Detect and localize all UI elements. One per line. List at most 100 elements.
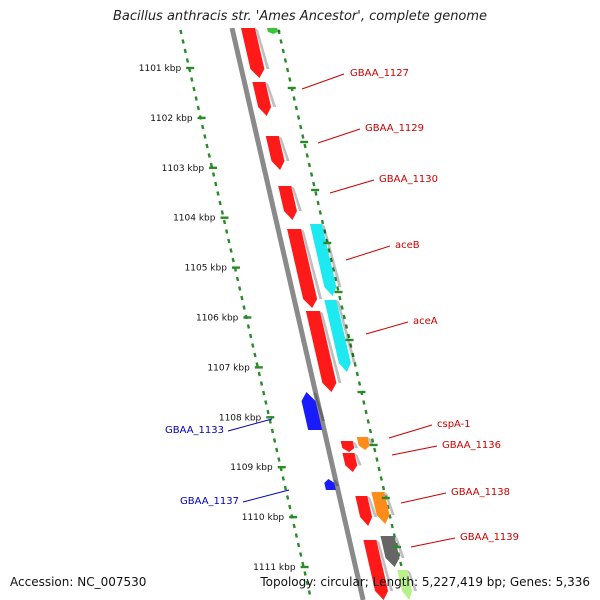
ring-dot — [264, 400, 268, 405]
leader-line — [301, 73, 345, 90]
gene-gbaa-1136-shade — [354, 453, 362, 466]
ring-dot — [370, 438, 375, 443]
ring-dot — [225, 229, 229, 234]
scale-label: 1110 kbp — [242, 513, 285, 523]
ring-dot — [185, 58, 190, 63]
ring-dot — [211, 172, 216, 177]
ring-dot — [299, 124, 303, 130]
ring-dot — [307, 162, 312, 168]
gene-label[interactable]: GBAA_1136 — [442, 440, 501, 451]
ring-dot — [286, 67, 290, 73]
ring-dot — [220, 210, 224, 215]
scale-label: 1106 kbp — [196, 314, 239, 324]
label-leader-lines — [227, 73, 456, 548]
ring-dot — [288, 77, 292, 82]
cds-bottom-green-shade — [407, 570, 418, 591]
gene-gbaa-1137 — [324, 479, 336, 490]
gene-label[interactable]: aceB — [395, 240, 420, 251]
gene-label[interactable]: GBAA_1138 — [451, 487, 510, 498]
cds-aceb-shade — [321, 224, 342, 287]
ring-dot — [216, 191, 220, 196]
gene-label[interactable]: cspA-1 — [437, 419, 471, 430]
ring-dot — [272, 438, 277, 443]
ring-dot — [235, 276, 240, 282]
gene-cspa-1-shade — [352, 441, 359, 449]
gene-aceb — [287, 229, 318, 308]
ring-dot — [281, 476, 285, 481]
ring-dot — [386, 504, 390, 510]
leader-line — [391, 445, 438, 456]
ring-dot — [346, 333, 351, 339]
ring-dot — [344, 324, 349, 329]
ring-dot — [377, 466, 381, 472]
gene-label[interactable]: GBAA_1130 — [379, 174, 438, 185]
accession-text: Accession: NC_007530 — [10, 575, 147, 589]
ring-dot — [251, 343, 255, 348]
ring-dot — [242, 305, 246, 310]
scale-label: 1104 kbp — [173, 214, 216, 224]
gene-label[interactable]: aceA — [413, 316, 438, 327]
scale-ticks — [186, 66, 401, 569]
gene-gbaa-1139-shade — [376, 540, 394, 591]
ring-dot — [338, 295, 342, 301]
ring-dot — [327, 248, 331, 253]
ring-dot — [368, 428, 373, 434]
ring-dot — [205, 143, 209, 149]
ring-dot — [209, 162, 214, 168]
ring-dot — [294, 105, 298, 111]
ring-dot — [268, 419, 272, 424]
ring-dot — [303, 143, 307, 149]
scale-label: 1108 kbp — [219, 413, 262, 423]
ring-dot — [307, 590, 312, 595]
gene-acea-shade — [319, 311, 342, 383]
cds-cspa-1 — [356, 437, 370, 450]
gene-label[interactable]: GBAA_1137 — [180, 496, 239, 507]
scale-label: 1107 kbp — [207, 363, 250, 373]
cds-acea — [324, 300, 351, 372]
leader-line — [329, 179, 375, 194]
ring-dot — [342, 314, 346, 320]
leader-line — [400, 492, 447, 504]
ring-dot — [283, 485, 288, 491]
cds-top-green-shade — [277, 28, 282, 32]
ring-dot — [281, 48, 285, 54]
ring-dot — [390, 523, 394, 529]
ring-dot — [270, 428, 275, 434]
ring-dot — [329, 257, 333, 263]
ring-dot — [353, 362, 357, 367]
gene-gbaa-1127 — [241, 28, 265, 78]
ring-dot — [296, 542, 301, 548]
ring-dot — [399, 561, 403, 567]
ring-dot — [196, 105, 200, 111]
gene-label[interactable]: GBAA_1127 — [350, 68, 409, 79]
ring-dot — [227, 238, 231, 244]
ring-dot — [397, 552, 401, 557]
gene-cspa-1 — [340, 441, 355, 452]
ring-dot — [299, 552, 303, 557]
leader-line — [227, 418, 273, 432]
gene-label[interactable]: GBAA_1139 — [460, 532, 519, 543]
ring-dot — [248, 333, 253, 339]
gene-label[interactable]: GBAA_1129 — [365, 123, 424, 134]
ring-dot — [181, 39, 185, 44]
gene-gbaa-1130b-shade — [291, 186, 303, 211]
ring-dot — [366, 419, 370, 424]
ring-dot — [203, 134, 207, 139]
left-dotted-ring — [179, 29, 312, 595]
ring-dot — [275, 447, 279, 453]
ring-dot — [192, 86, 196, 92]
ring-dot — [303, 571, 307, 576]
ring-dot — [301, 134, 305, 139]
ring-dot — [392, 533, 396, 538]
gene-features — [241, 28, 418, 600]
gene-labels: GBAA_1127 GBAA_1129 GBAA_1130 aceB aceA cspA-… — [165, 68, 519, 543]
ring-dot — [351, 352, 355, 358]
ring-dot — [309, 172, 314, 177]
scale-label: 1105 kbp — [185, 264, 228, 274]
ring-dot — [355, 371, 359, 377]
ring-dot — [262, 390, 266, 396]
ring-dot — [388, 514, 392, 519]
scale-label: 1111 kbp — [253, 563, 296, 573]
gene-label[interactable]: GBAA_1133 — [165, 425, 224, 436]
